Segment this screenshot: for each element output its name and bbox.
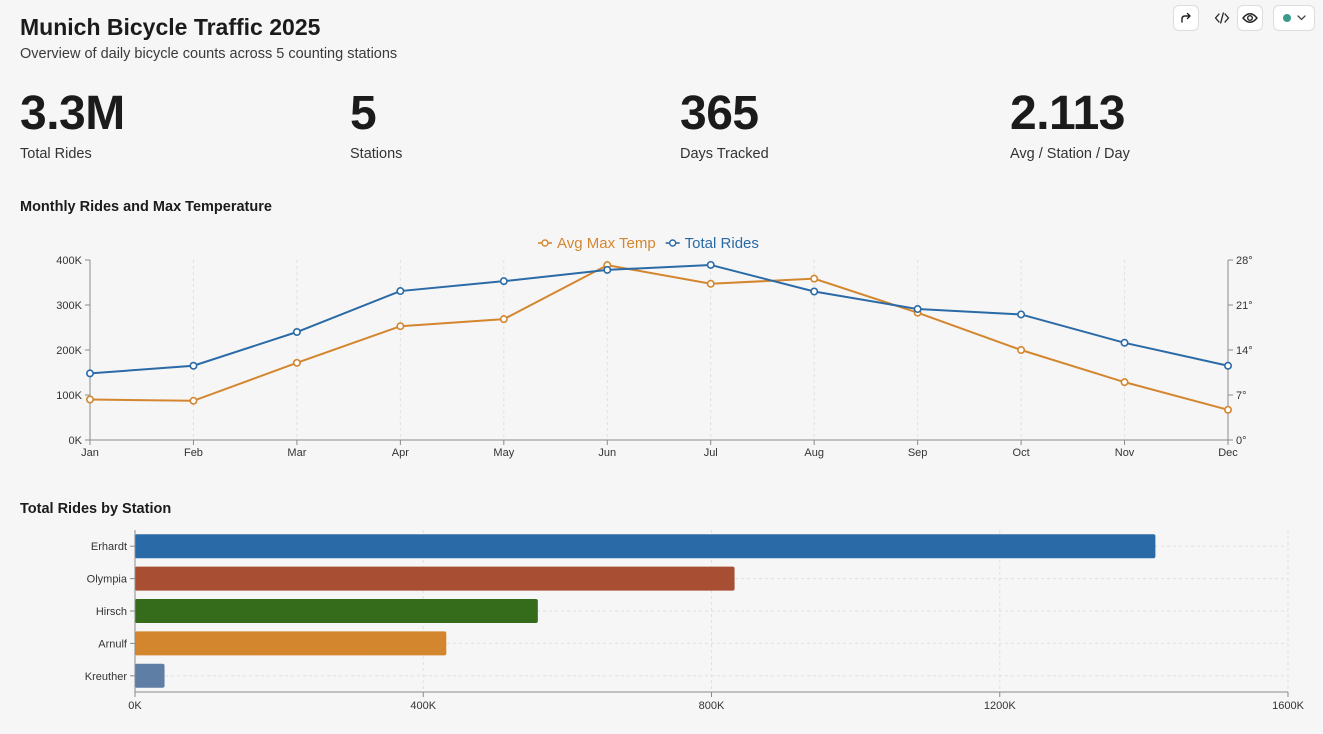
y-tick-label: Kreuther: [85, 671, 128, 683]
stat-value: 2.113: [1010, 87, 1125, 140]
preview-button[interactable]: [1237, 5, 1263, 31]
y2-tick-label: 0°: [1236, 435, 1247, 447]
stat-total-rides: 3.3M Total Rides: [20, 86, 125, 162]
y2-tick-label: 7°: [1236, 390, 1247, 402]
y-tick-label: 300K: [56, 300, 82, 312]
x-tick-label: Jan: [81, 447, 99, 459]
x-tick-label: Mar: [287, 447, 306, 459]
stat-label: Days Tracked: [680, 146, 769, 162]
bar-hirsch: [135, 599, 538, 623]
x-tick-label: Jun: [598, 447, 616, 459]
x-tick-label: 800K: [699, 700, 725, 712]
data-point-avg-max-temp: [810, 274, 819, 283]
stat-value: 365: [680, 87, 759, 140]
bar-erhardt: [135, 534, 1156, 559]
chevron-down-icon: [1296, 15, 1306, 21]
x-tick-label: Dec: [1218, 447, 1238, 459]
eye-icon: [1242, 13, 1258, 23]
data-point-total-rides: [810, 287, 819, 296]
data-point-avg-max-temp: [396, 322, 405, 331]
y-tick-label: Erhardt: [91, 541, 127, 553]
toolbar: [1173, 5, 1315, 31]
stat-avg-station-day: 2.113 Avg / Station / Day: [1010, 86, 1130, 162]
data-point-total-rides: [706, 260, 715, 269]
y-tick-label: Hirsch: [96, 606, 127, 618]
stat-value: 3.3M: [20, 87, 125, 140]
x-tick-label: Nov: [1115, 447, 1135, 459]
data-point-total-rides: [396, 287, 405, 296]
line-chart: 0K 100K 200K 300K 400K 0° 7° 14° 21° 28° Jan Feb Mar…: [56, 235, 1253, 459]
data-point-avg-max-temp: [189, 396, 198, 405]
data-point-total-rides: [499, 277, 508, 286]
legend-marker-avg-max-temp: [541, 239, 549, 247]
theme-select[interactable]: [1273, 5, 1315, 31]
page-subtitle: Overview of daily bicycle counts across …: [20, 46, 398, 62]
data-point-avg-max-temp: [86, 395, 95, 404]
y2-tick-label: 14°: [1236, 345, 1253, 357]
stat-label: Avg / Station / Day: [1010, 146, 1130, 162]
data-point-total-rides: [1017, 310, 1026, 319]
data-point-avg-max-temp: [292, 358, 301, 367]
x-tick-label: Feb: [184, 447, 203, 459]
legend-label-avg-max-temp: Avg Max Temp: [557, 235, 656, 252]
x-tick-label: 400K: [410, 700, 436, 712]
x-tick-label: 1600K: [1272, 700, 1304, 712]
page-title: Munich Bicycle Traffic 2025: [20, 14, 321, 40]
data-point-total-rides: [292, 328, 301, 337]
series-line-total-rides: [89, 263, 1229, 375]
code-view-button[interactable]: [1209, 5, 1235, 31]
y2-tick-label: 21°: [1236, 300, 1253, 312]
data-point-total-rides: [913, 305, 922, 314]
stat-label: Total Rides: [20, 146, 92, 162]
x-tick-label: Aug: [804, 447, 824, 459]
y-tick-label: 100K: [56, 390, 82, 402]
data-point-total-rides: [603, 265, 612, 274]
bar-chart-title: Total Rides by Station: [20, 501, 172, 517]
x-tick-label: Oct: [1013, 447, 1030, 459]
chart-legend: Avg Max Temp Total Rides: [538, 235, 759, 252]
stat-stations: 5 Stations: [350, 86, 402, 162]
series-line-avg-max-temp: [89, 264, 1229, 411]
x-tick-label: 0K: [128, 700, 142, 712]
data-point-avg-max-temp: [499, 315, 508, 324]
data-point-total-rides: [189, 361, 198, 370]
y-tick-label: 400K: [56, 255, 82, 267]
share-button[interactable]: [1173, 5, 1199, 31]
y-tick-label: Olympia: [87, 574, 128, 586]
legend-label-total-rides: Total Rides: [685, 235, 759, 252]
x-tick-label: Sep: [908, 447, 928, 459]
line-chart-title: Monthly Rides and Max Temperature: [20, 199, 272, 215]
stat-days-tracked: 365 Days Tracked: [680, 86, 769, 162]
theme-color-dot: [1282, 14, 1291, 22]
stat-label: Stations: [350, 146, 403, 162]
x-tick-label: May: [493, 447, 514, 459]
data-point-total-rides: [1120, 338, 1129, 347]
data-point-avg-max-temp: [706, 279, 715, 288]
code-icon: [1214, 12, 1230, 24]
bar-olympia: [135, 566, 735, 591]
x-tick-label: Jul: [704, 447, 718, 459]
bar-arnulf: [135, 631, 447, 656]
stat-value: 5: [350, 87, 377, 140]
data-point-avg-max-temp: [1224, 405, 1233, 414]
x-tick-label: Apr: [392, 447, 409, 459]
bar-chart: Erhardt Olympia Hirsch Arnulf Kreuther 0K 400K…: [85, 530, 1305, 712]
data-point-avg-max-temp: [1120, 378, 1129, 387]
x-tick-label: 1200K: [984, 700, 1016, 712]
redo-arrow-icon: [1181, 12, 1191, 23]
legend-marker-total-rides: [668, 239, 677, 247]
y-tick-label: Arnulf: [98, 638, 128, 650]
data-point-total-rides: [86, 369, 95, 378]
bar-kreuther: [135, 663, 165, 688]
data-point-total-rides: [1224, 361, 1233, 370]
y-tick-label: 200K: [56, 345, 82, 357]
data-point-avg-max-temp: [1017, 346, 1026, 355]
view-toggle-group: [1209, 5, 1263, 31]
y-tick-label: 0K: [69, 435, 83, 447]
y2-tick-label: 28°: [1236, 255, 1253, 267]
